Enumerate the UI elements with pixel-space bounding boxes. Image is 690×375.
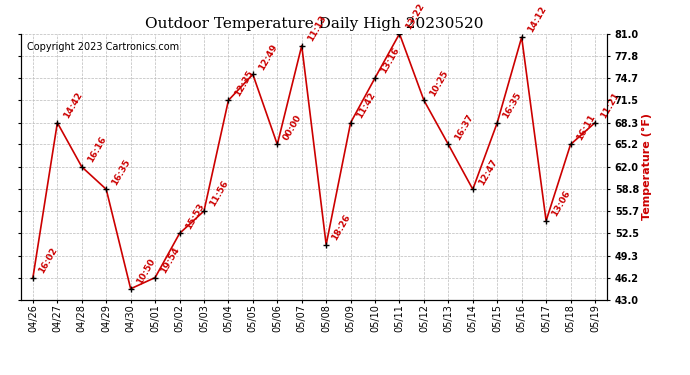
Text: 13:06: 13:06 — [550, 189, 572, 218]
Y-axis label: Temperature (°F): Temperature (°F) — [642, 113, 652, 220]
Text: 16:16: 16:16 — [86, 135, 108, 164]
Text: 16:35: 16:35 — [502, 91, 524, 120]
Text: 16:02: 16:02 — [37, 246, 59, 275]
Text: 18:26: 18:26 — [331, 213, 353, 242]
Text: 16:37: 16:37 — [453, 112, 475, 142]
Text: 14:42: 14:42 — [61, 90, 83, 120]
Text: 11:13: 11:13 — [306, 13, 328, 43]
Text: 16:11: 16:11 — [575, 112, 597, 142]
Text: 13:16: 13:16 — [380, 46, 402, 75]
Text: 15:53: 15:53 — [184, 201, 206, 231]
Text: 11:21: 11:21 — [599, 91, 621, 120]
Text: 19:54: 19:54 — [159, 245, 181, 275]
Text: 16:35: 16:35 — [110, 157, 132, 186]
Text: 12:47: 12:47 — [477, 157, 499, 186]
Text: 11:56: 11:56 — [208, 179, 230, 208]
Text: 13:22: 13:22 — [404, 2, 426, 31]
Text: 12:49: 12:49 — [257, 42, 279, 72]
Text: 14:12: 14:12 — [526, 5, 548, 34]
Title: Outdoor Temperature Daily High 20230520: Outdoor Temperature Daily High 20230520 — [145, 17, 483, 31]
Text: 12:35: 12:35 — [233, 68, 255, 98]
Text: Copyright 2023 Cartronics.com: Copyright 2023 Cartronics.com — [26, 42, 179, 52]
Text: 11:42: 11:42 — [355, 90, 377, 120]
Text: 10:50: 10:50 — [135, 257, 157, 286]
Text: 00:00: 00:00 — [282, 113, 304, 142]
Text: 10:25: 10:25 — [428, 68, 450, 98]
